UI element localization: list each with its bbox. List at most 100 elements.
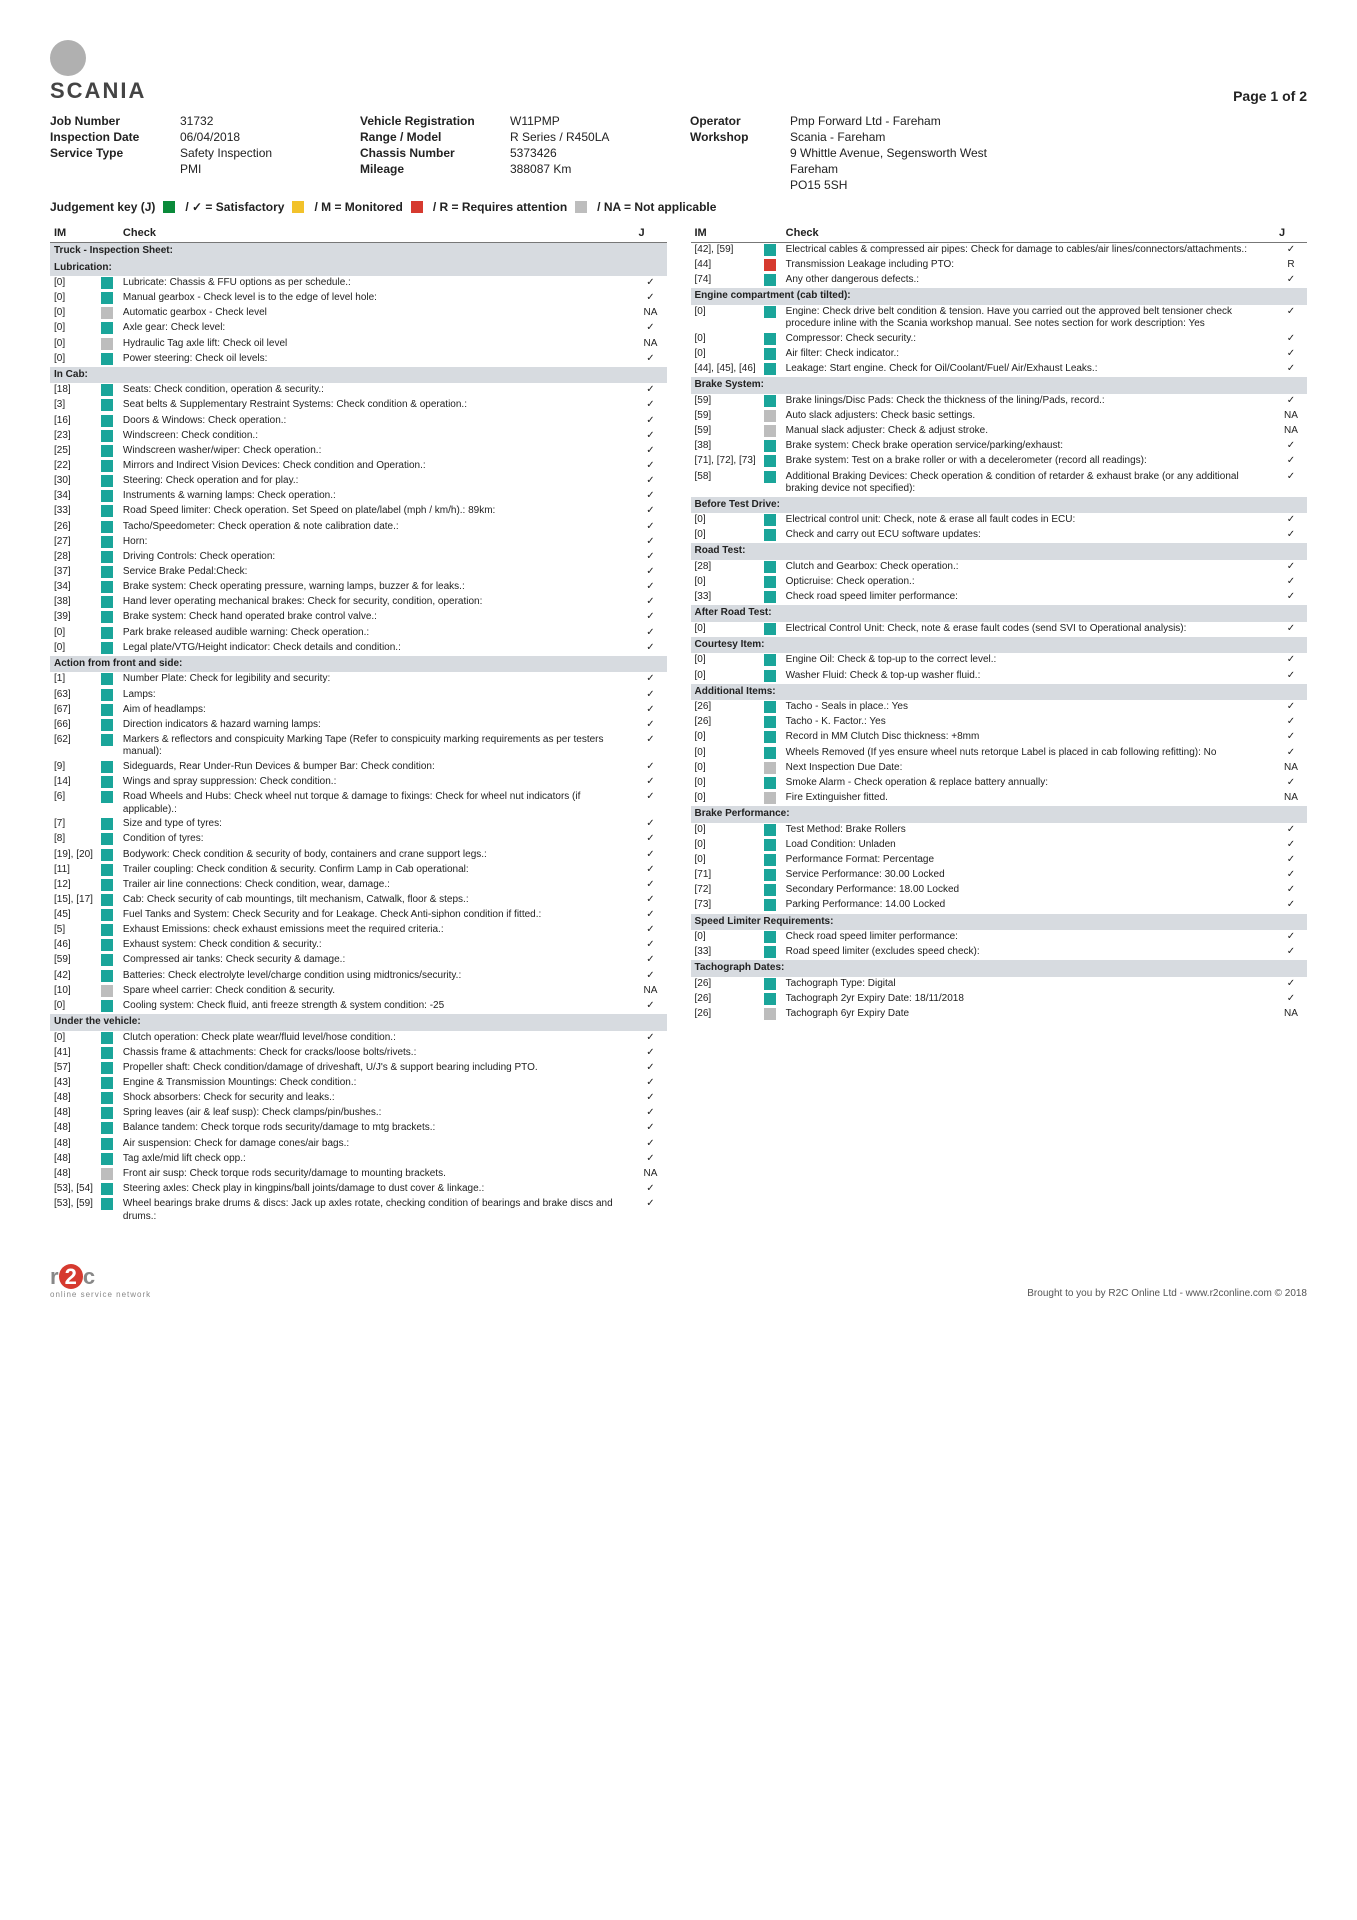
judgement-cell: ✓ — [635, 429, 667, 444]
check-text: Compressed air tanks: Check security & d… — [119, 953, 635, 968]
table-row: [26]Tacho - Seals in place.: Yes✓ — [691, 700, 1308, 715]
im-cell: [9] — [50, 760, 97, 775]
status-swatch — [764, 623, 776, 635]
value-chassis: 5373426 — [510, 146, 680, 160]
table-row: [0]Opticruise: Check operation.:✓ — [691, 575, 1308, 590]
judgement-cell: ✓ — [635, 672, 667, 687]
value-veh-reg: W11PMP — [510, 114, 680, 128]
status-swatch — [101, 415, 113, 427]
swatch-cell — [97, 504, 119, 519]
status-swatch — [101, 277, 113, 289]
status-swatch — [101, 776, 113, 788]
im-cell: [71], [72], [73] — [691, 454, 760, 469]
status-swatch — [101, 985, 113, 997]
judgement-cell: ✓ — [1275, 930, 1307, 945]
table-row: [44]Transmission Leakage including PTO:R — [691, 258, 1308, 273]
table-row: [26]Tacho - K. Factor.: Yes✓ — [691, 715, 1308, 730]
section-heading: Courtesy Item: — [691, 637, 1308, 654]
im-cell: [41] — [50, 1046, 97, 1061]
judgement-cell: ✓ — [1275, 730, 1307, 745]
status-swatch — [101, 1047, 113, 1059]
table-row: [28]Driving Controls: Check operation:✓ — [50, 550, 667, 565]
swatch-cell — [97, 291, 119, 306]
swatch-cell — [97, 703, 119, 718]
im-cell: [0] — [691, 838, 760, 853]
status-swatch — [764, 425, 776, 437]
check-text: Power steering: Check oil levels: — [119, 352, 635, 367]
table-row: [0]Hydraulic Tag axle lift: Check oil le… — [50, 337, 667, 352]
judgement-cell: ✓ — [635, 276, 667, 291]
check-text: Test Method: Brake Rollers — [782, 823, 1275, 838]
swatch-cell — [97, 550, 119, 565]
im-cell: [62] — [50, 733, 97, 760]
judgement-cell: NA — [635, 984, 667, 999]
status-swatch — [101, 1122, 113, 1134]
check-text: Secondary Performance: 18.00 Locked — [782, 883, 1275, 898]
table-row: [0]Next Inspection Due Date:NA — [691, 761, 1308, 776]
label-workshop: Workshop — [690, 130, 780, 144]
swatch-cell — [97, 1152, 119, 1167]
swatch-cell — [760, 823, 782, 838]
check-text: Additional Braking Devices: Check operat… — [782, 470, 1275, 497]
judgement-cell: ✓ — [1275, 776, 1307, 791]
status-swatch — [101, 818, 113, 830]
table-row: [58]Additional Braking Devices: Check op… — [691, 470, 1308, 497]
judgement-cell: ✓ — [635, 1106, 667, 1121]
check-text: Steering: Check operation and for play.: — [119, 474, 635, 489]
hdr-j: J — [635, 224, 667, 243]
status-swatch — [764, 259, 776, 271]
table-row: [45]Fuel Tanks and System: Check Securit… — [50, 908, 667, 923]
judgement-cell: ✓ — [1275, 394, 1307, 409]
judgement-cell: ✓ — [1275, 992, 1307, 1007]
swatch-cell — [97, 1031, 119, 1046]
im-cell: [44] — [691, 258, 760, 273]
check-text: Brake system: Check operating pressure, … — [119, 580, 635, 595]
swatch-cell — [97, 1182, 119, 1197]
swatch-cell — [97, 775, 119, 790]
table-row: Action from front and side: — [50, 656, 667, 673]
im-cell: [0] — [50, 276, 97, 291]
section-heading: Brake Performance: — [691, 806, 1308, 823]
judgement-cell: ✓ — [1275, 362, 1307, 377]
swatch-cell — [760, 746, 782, 761]
status-swatch — [764, 576, 776, 588]
value-range: R Series / R450LA — [510, 130, 680, 144]
im-cell: [23] — [50, 429, 97, 444]
im-cell: [38] — [50, 595, 97, 610]
swatch-cell — [97, 626, 119, 641]
judgement-req: / R = Requires attention — [433, 200, 567, 214]
judgement-cell: ✓ — [635, 790, 667, 817]
table-row: Truck - Inspection Sheet: — [50, 243, 667, 260]
hdr-im-r: IM — [691, 224, 760, 243]
im-cell: [15], [17] — [50, 893, 97, 908]
table-row: [0]Check road speed limiter performance:… — [691, 930, 1308, 945]
im-cell: [26] — [691, 715, 760, 730]
swatch-cell — [97, 565, 119, 580]
swatch-cell — [760, 622, 782, 637]
table-row: [48]Tag axle/mid lift check opp.:✓ — [50, 1152, 667, 1167]
check-text: Engine & Transmission Mountings: Check c… — [119, 1076, 635, 1091]
table-row: [0]Power steering: Check oil levels:✓ — [50, 352, 667, 367]
swatch-cell — [760, 575, 782, 590]
swatch-cell — [97, 1167, 119, 1182]
table-row: [53], [59]Wheel bearings brake drums & d… — [50, 1197, 667, 1224]
check-text: Trailer air line connections: Check cond… — [119, 878, 635, 893]
table-row: [43]Engine & Transmission Mountings: Che… — [50, 1076, 667, 1091]
table-row: [8]Condition of tyres:✓ — [50, 832, 667, 847]
label-job-number: Job Number — [50, 114, 170, 128]
check-text: Wheel bearings brake drums & discs: Jack… — [119, 1197, 635, 1224]
check-text: Check road speed limiter performance: — [782, 930, 1275, 945]
check-text: Fire Extinguisher fitted. — [782, 791, 1275, 806]
im-cell: [38] — [691, 439, 760, 454]
swatch-cell — [97, 1076, 119, 1091]
table-row: [0]Check and carry out ECU software upda… — [691, 528, 1308, 543]
status-swatch — [101, 1153, 113, 1165]
table-row: [42], [59]Electrical cables & compressed… — [691, 243, 1308, 259]
check-text: Tachograph 6yr Expiry Date — [782, 1007, 1275, 1022]
status-swatch — [101, 596, 113, 608]
table-row: [3]Seat belts & Supplementary Restraint … — [50, 398, 667, 413]
im-cell: [0] — [691, 791, 760, 806]
check-text: Windscreen: Check condition.: — [119, 429, 635, 444]
status-swatch — [101, 1032, 113, 1044]
r2c-block: r2c online service network — [50, 1264, 151, 1299]
